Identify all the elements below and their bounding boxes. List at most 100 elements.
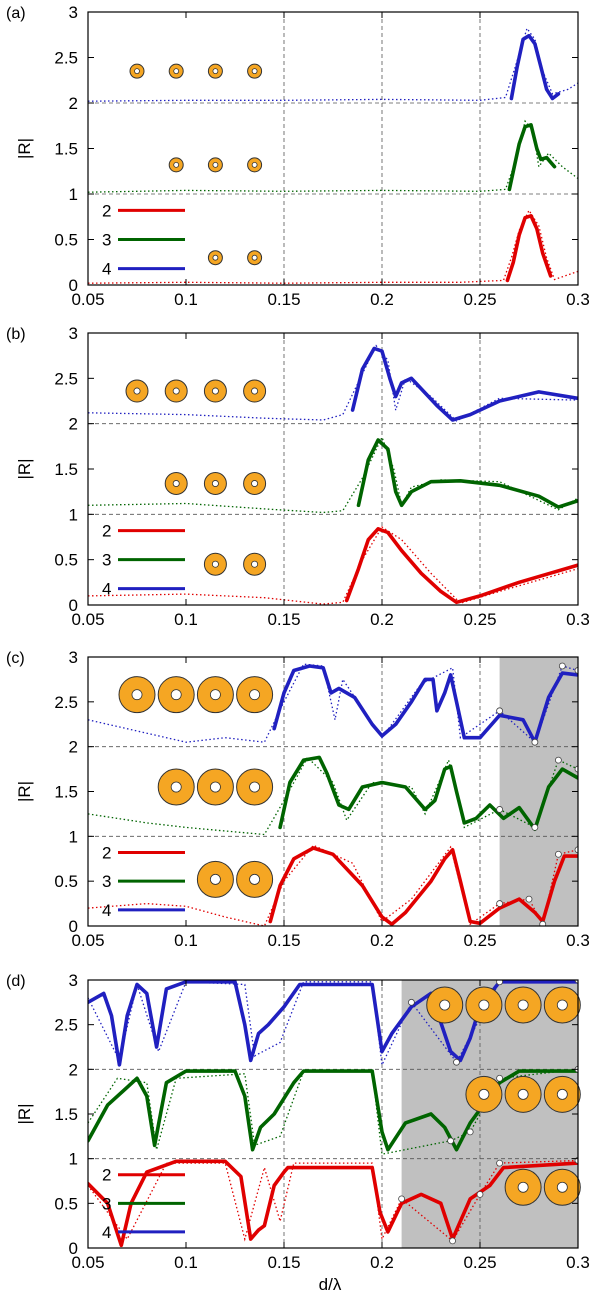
shaded-region xyxy=(499,657,578,926)
legend-label-4: 4 xyxy=(102,580,111,599)
cylinder-core xyxy=(251,560,259,568)
x-tick-label: 0.3 xyxy=(566,1253,590,1272)
series-group xyxy=(88,26,578,284)
cylinder-core xyxy=(172,387,180,395)
cylinder-core xyxy=(131,689,143,701)
x-tick-label: 0.1 xyxy=(174,1253,198,1272)
series-2-marker xyxy=(476,1191,484,1198)
y-tick-label: 0.5 xyxy=(54,551,78,570)
cylinder-core xyxy=(173,68,180,75)
cylinder-core xyxy=(251,68,258,75)
series-2-marker xyxy=(398,1195,406,1203)
series-2-line xyxy=(505,214,553,283)
x-tick-label: 0.15 xyxy=(267,931,300,950)
plot-frame xyxy=(87,332,579,606)
y-tick-label: 2.5 xyxy=(54,1016,78,1035)
cylinder-core xyxy=(209,689,221,701)
plot-frame xyxy=(87,11,579,286)
series-3-line xyxy=(356,438,578,509)
series-3-dotted-line xyxy=(88,119,578,193)
y-axis-title: |R| xyxy=(15,138,34,159)
series-3-marker xyxy=(574,765,578,773)
series-4-line xyxy=(350,346,578,422)
x-tick-label: 0.3 xyxy=(566,290,590,309)
series-2-marker xyxy=(574,846,578,854)
cylinder-core xyxy=(172,480,180,487)
x-tick-label: 0.15 xyxy=(267,1253,300,1272)
series-group xyxy=(88,344,578,605)
cylinder-core xyxy=(211,480,219,487)
cylinder-core xyxy=(209,873,221,885)
series-4-marker xyxy=(531,738,539,746)
cylinder-core xyxy=(251,387,259,395)
x-tick-label: 0.25 xyxy=(463,610,496,629)
y-tick-label: 1.5 xyxy=(54,783,78,802)
series-2-marker xyxy=(555,850,562,858)
series-4-marker xyxy=(407,998,415,1006)
panel-label: (b) xyxy=(6,326,26,343)
y-tick-label: 1 xyxy=(69,185,78,204)
series-3-marker xyxy=(555,756,562,764)
y-tick-label: 2 xyxy=(69,738,78,757)
x-tick-label: 0.25 xyxy=(463,1253,496,1272)
x-tick-label: 0.15 xyxy=(267,290,300,309)
cylinder-core xyxy=(170,781,182,793)
x-tick-label: 0.2 xyxy=(370,610,394,629)
series-3-marker xyxy=(531,823,539,831)
y-tick-label: 0.5 xyxy=(54,872,78,891)
legend-label-3: 3 xyxy=(102,231,111,250)
series-4-marker xyxy=(496,980,503,986)
y-tick-label: 0 xyxy=(69,917,78,936)
series-2-dotted-line xyxy=(88,844,578,926)
series-2-marker xyxy=(525,895,533,903)
cylinder-core xyxy=(212,254,219,261)
series-3-line xyxy=(88,1069,578,1152)
legend-label-2: 2 xyxy=(102,201,111,220)
series-4-line xyxy=(509,33,561,101)
x-tick-label: 0.05 xyxy=(71,1253,104,1272)
cylinder-core xyxy=(556,1088,568,1100)
y-tick-label: 2 xyxy=(69,415,78,434)
x-axis-title: d/λ xyxy=(319,1275,342,1294)
x-tick-label: 0.2 xyxy=(370,931,394,950)
y-tick-label: 3 xyxy=(69,971,78,990)
series-4-dotted-line xyxy=(88,26,578,102)
legend-label-2: 2 xyxy=(102,522,111,541)
y-axis-title: |R| xyxy=(15,781,34,802)
cylinder-core xyxy=(212,161,219,168)
cylinder-core xyxy=(251,161,258,168)
y-axis-title: |R| xyxy=(15,458,34,479)
y-tick-label: 1 xyxy=(69,1150,78,1169)
y-tick-label: 3 xyxy=(69,3,78,22)
x-tick-label: 0.3 xyxy=(566,610,590,629)
cylinder-core xyxy=(517,1181,529,1193)
y-tick-label: 1 xyxy=(69,827,78,846)
x-tick-label: 0.05 xyxy=(71,290,104,309)
series-2-marker xyxy=(496,1159,504,1167)
cylinder-core xyxy=(517,1088,529,1100)
y-tick-label: 1.5 xyxy=(54,460,78,479)
x-tick-label: 0.1 xyxy=(174,290,198,309)
series-2-line xyxy=(344,526,578,605)
x-tick-label: 0.15 xyxy=(267,610,300,629)
cylinder-core xyxy=(439,999,451,1011)
series-3-marker xyxy=(496,806,504,813)
cylinder-core xyxy=(251,480,259,487)
series-3-line xyxy=(278,755,578,832)
x-tick-label: 0.1 xyxy=(174,931,198,950)
series-4-marker xyxy=(558,662,566,670)
cylinder-core xyxy=(478,1088,490,1100)
legend-label-2: 2 xyxy=(102,1166,111,1185)
legend-label-4: 4 xyxy=(102,1223,111,1242)
x-tick-label: 0.05 xyxy=(71,610,104,629)
y-axis-title: |R| xyxy=(15,1103,34,1124)
series-2-dotted-line xyxy=(88,1159,578,1242)
y-tick-label: 1.5 xyxy=(54,1105,78,1124)
cylinder-core xyxy=(133,387,141,395)
series-3-marker xyxy=(466,1128,474,1136)
cylinder-core xyxy=(211,387,219,395)
cylinder-core xyxy=(251,254,258,261)
cylinder-core xyxy=(478,999,490,1011)
series-4-line xyxy=(272,664,578,745)
